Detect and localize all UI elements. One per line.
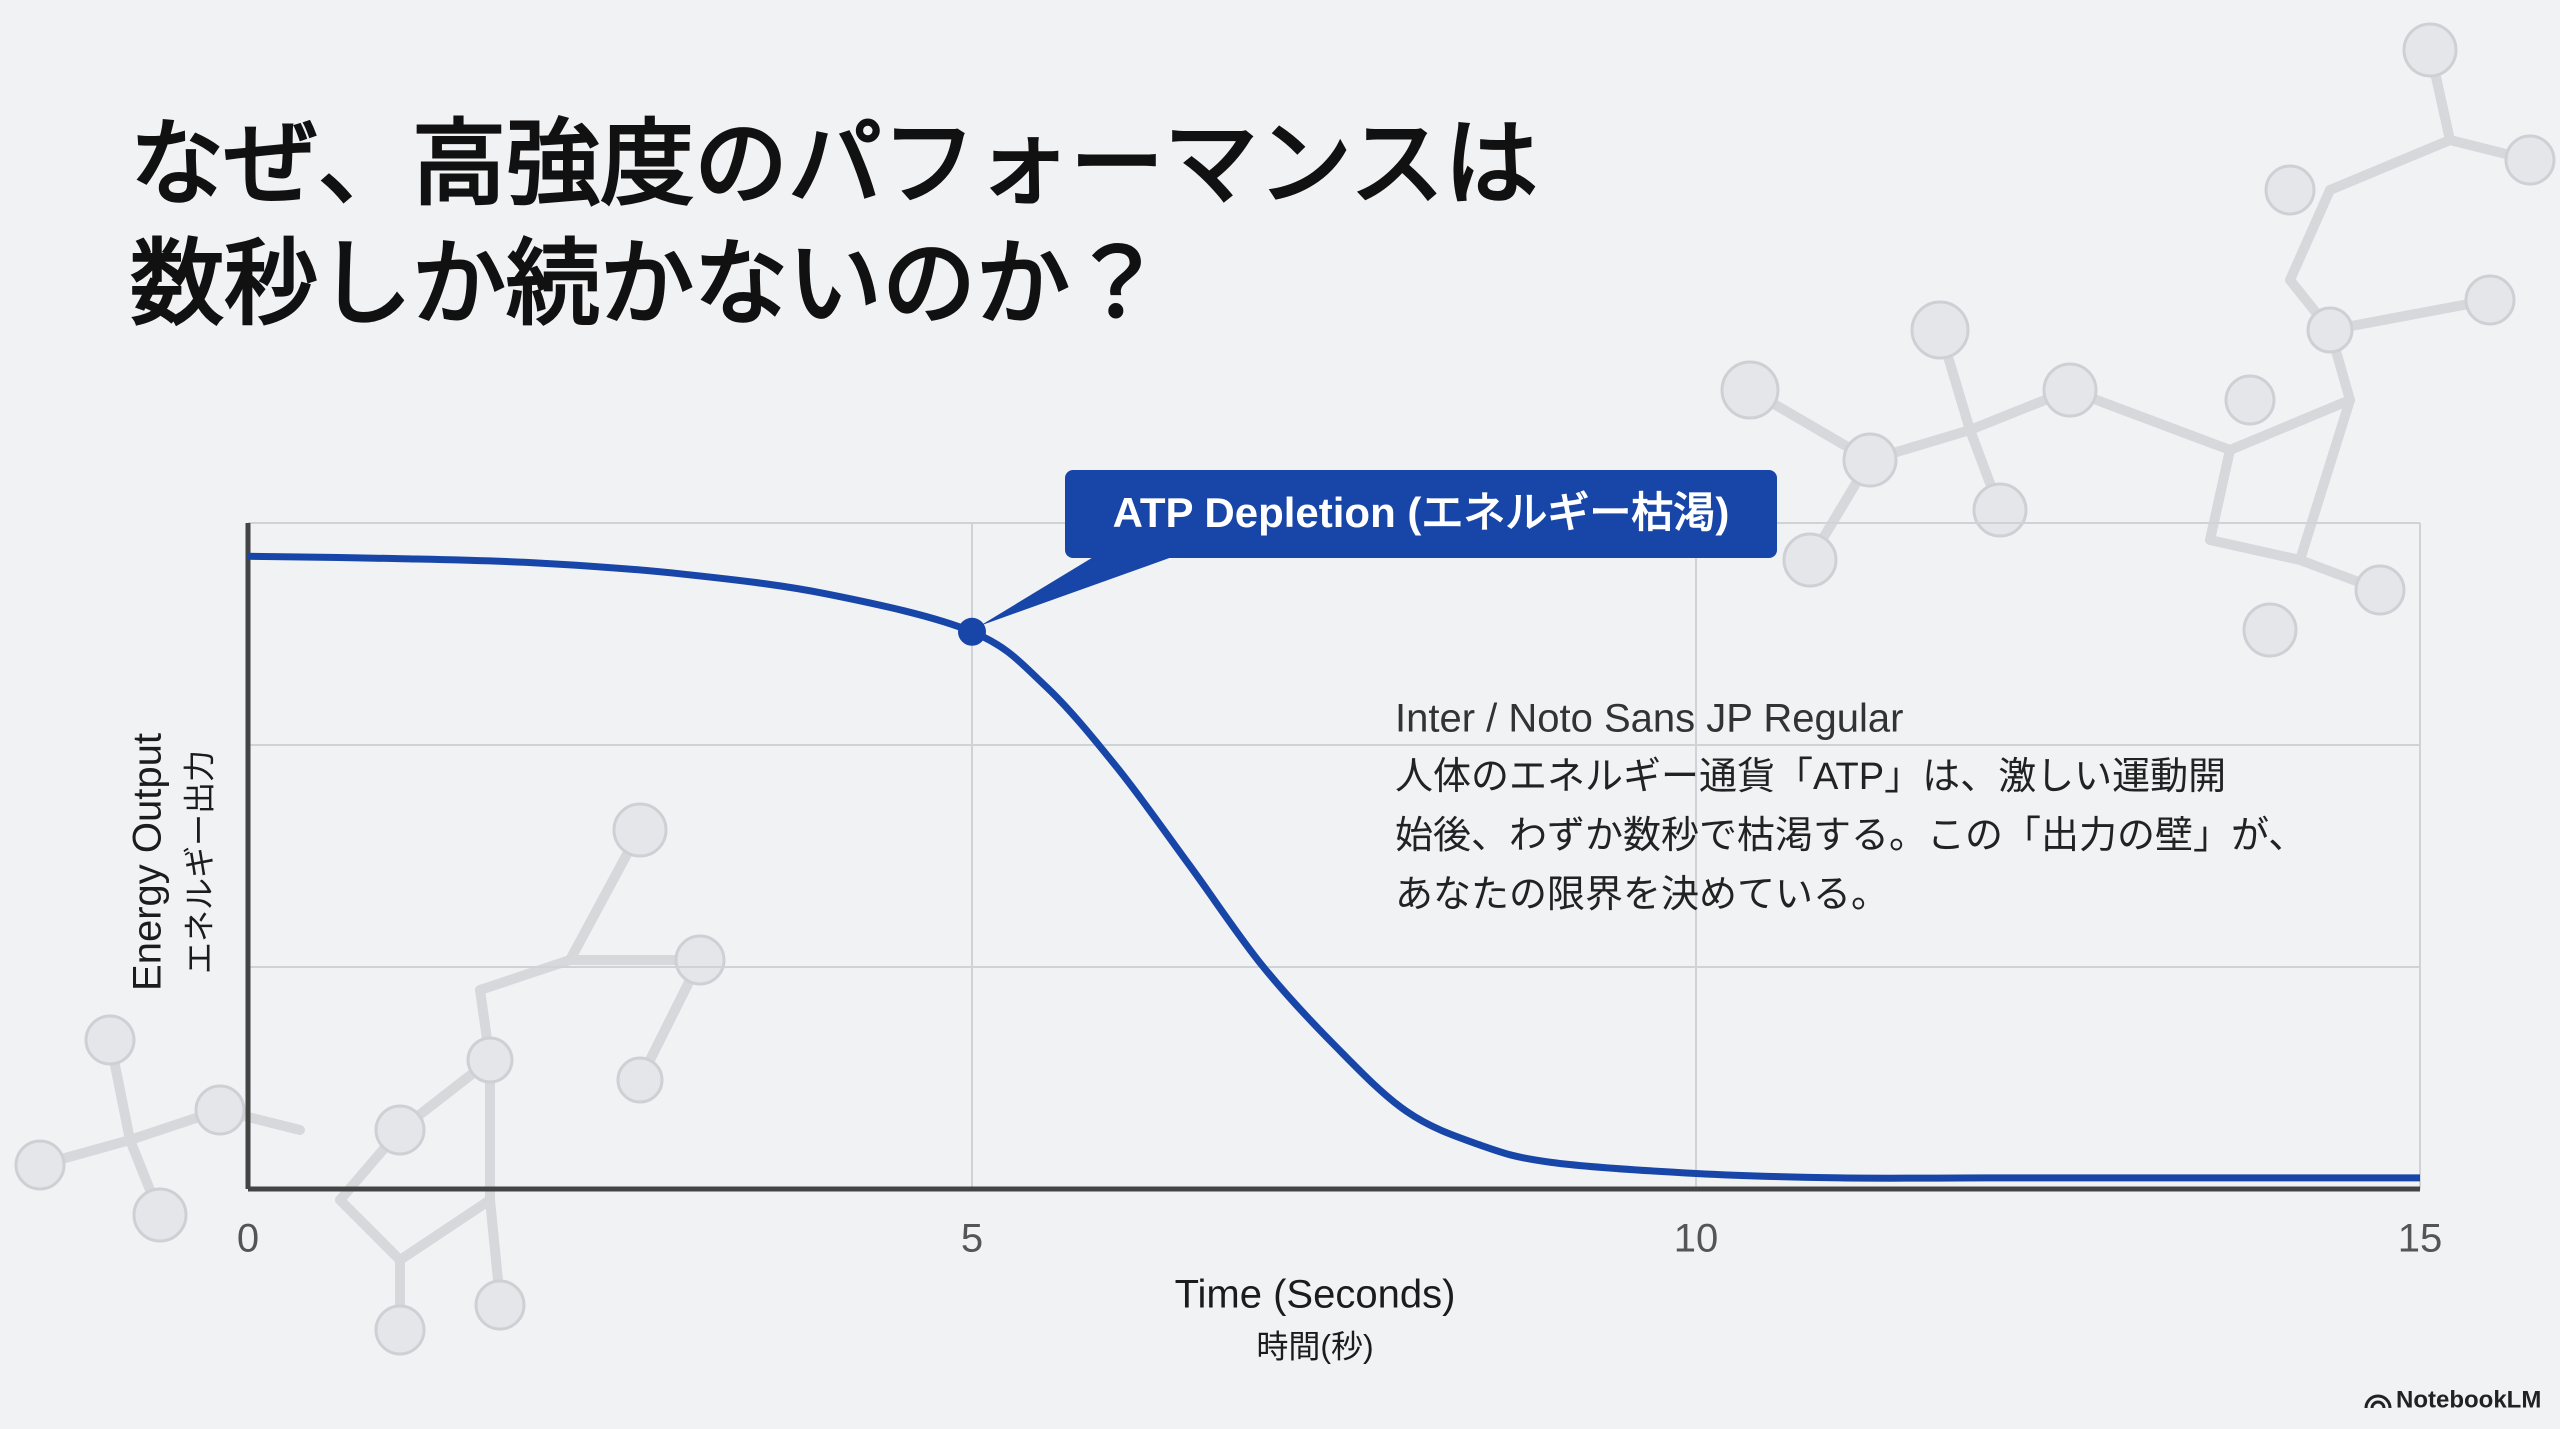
brand: NotebookLM	[2364, 1386, 2541, 1413]
molecule-decoration	[14, 22, 2556, 1356]
note-line: あなたの限界を決めている。	[1395, 874, 1889, 916]
brand-icon	[2364, 1394, 2392, 1409]
x-tick-label: 10	[1674, 1217, 1719, 1261]
title-line: 数秒しか続かないのか？	[130, 231, 1164, 336]
x-tick-label: 5	[961, 1217, 983, 1261]
callout-box	[1065, 470, 1777, 558]
y-axis-label: Energy Output	[126, 733, 170, 991]
data-line	[247, 552, 2420, 1182]
chart: 0 5 10 15 ATP Depletion (エネルギー枯渇)	[237, 470, 2442, 1261]
callout-pointer	[980, 556, 1175, 626]
callout-text: ATP Depletion (エネルギー枯渇)	[1113, 489, 1730, 536]
x-axis-sublabel: 時間(秒)	[1256, 1328, 1373, 1364]
note-font: Inter / Noto Sans JP Regular	[1395, 697, 1903, 741]
title-line: なぜ、高強度のパフォーマンスは	[130, 111, 1538, 216]
annotation-point	[958, 617, 986, 646]
x-axis-label: Time (Seconds)	[1175, 1273, 1456, 1317]
y-axis-sublabel: エネルギー出力	[181, 750, 217, 974]
note-line: 人体のエネルギー通貨「ATP」は、激しい運動開	[1395, 756, 2226, 798]
x-tick-label: 15	[2398, 1217, 2443, 1261]
note-line: 始後、わずか数秒で枯渇する。この「出力の壁」が、	[1395, 815, 2306, 857]
x-tick-label: 0	[237, 1217, 259, 1261]
brand-text: NotebookLM	[2396, 1386, 2541, 1413]
